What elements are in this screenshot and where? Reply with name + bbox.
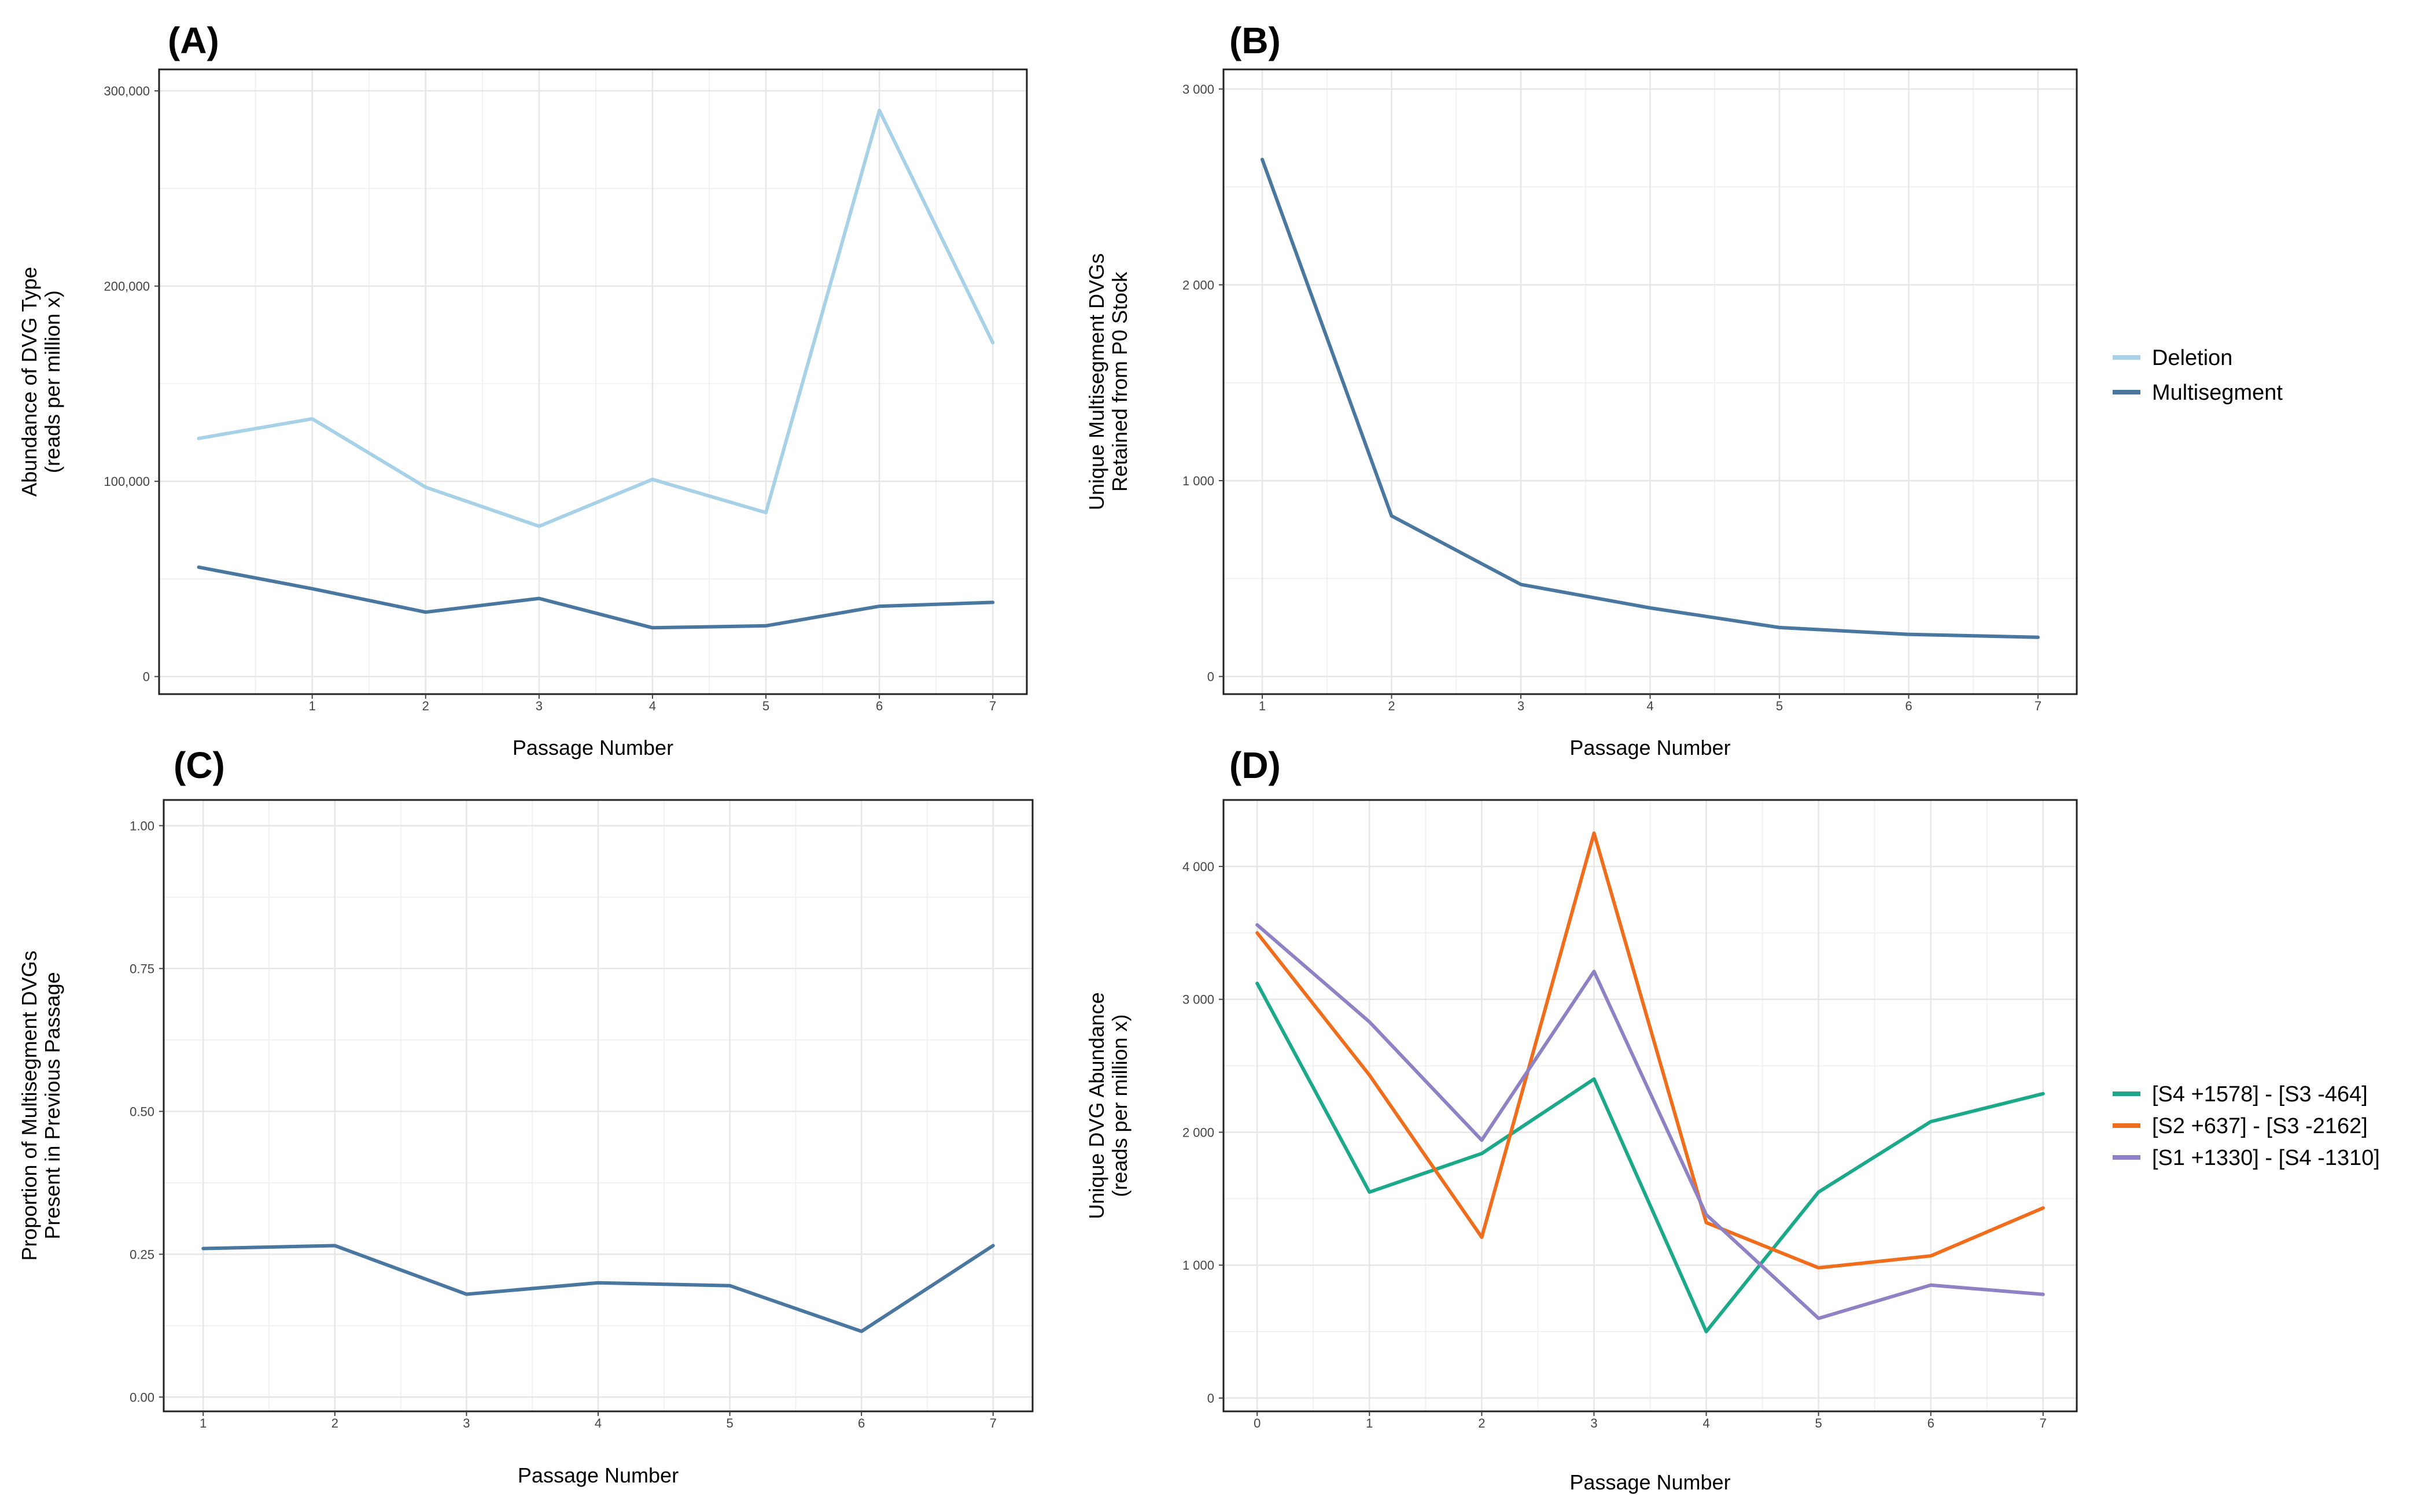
panel-label: (A)	[168, 20, 219, 61]
y-axis-title-line: Abundance of DVG Type	[17, 267, 41, 497]
y-tick-label: 0.75	[130, 961, 154, 976]
panel-b: (B) 1 2 3 4 5 6 7 0 1 000 2 000 3 000 Passage Number…	[1085, 20, 2078, 759]
x-tick-label: 6	[1905, 699, 1912, 713]
x-tick-label: 5	[726, 1416, 733, 1430]
y-axis-title: Abundance of DVG Type(reads per million …	[17, 267, 64, 497]
panel-label: (C)	[174, 744, 225, 786]
y-tick-label: 3 000	[1182, 993, 1214, 1007]
x-tick-label: 4	[1646, 699, 1653, 713]
series-line	[1255, 923, 2045, 1321]
panel-d: (D) 0 1 2 3 4 5 6 7 0 1 000 2 000 3 000 4 000 Passage …	[1085, 744, 2078, 1494]
x-tick-label: 5	[1776, 699, 1783, 713]
y-axis-title-line: (reads per million x)	[40, 290, 64, 473]
y-tick-label: 100,000	[104, 474, 150, 489]
legend-label: [S1 +1330] - [S4 -1310]	[2152, 1146, 2380, 1170]
x-tick-label: 5	[1815, 1416, 1822, 1430]
y-tick-label: 0	[1207, 1391, 1214, 1406]
x-tick-label: 7	[2040, 1416, 2047, 1430]
x-tick-label: 4	[595, 1416, 602, 1430]
y-axis-title-line: (reads per million x)	[1108, 1014, 1132, 1197]
x-tick-label: 6	[1928, 1416, 1934, 1430]
grid	[164, 800, 1033, 1411]
series-line	[1255, 982, 2045, 1334]
x-tick-label: 1	[309, 699, 316, 713]
x-tick-label: 2	[1478, 1416, 1485, 1430]
x-tick-label: 3	[536, 699, 543, 713]
series-line	[197, 108, 995, 528]
x-tick-label: 6	[876, 699, 883, 713]
y-tick-label: 0	[143, 670, 150, 684]
y-tick-label: 200,000	[104, 279, 150, 294]
plot-border	[1222, 799, 2078, 1413]
legend-label: Multisegment	[2152, 381, 2283, 405]
y-axis-title-line: Retained from P0 Stock	[1108, 271, 1132, 492]
x-tick-label: 1	[200, 1416, 207, 1430]
panel-a: (A) 1 2 3 4 5 6 7 0 100,000 200,000 300,000 Passage …	[17, 20, 1028, 759]
x-axis-title: Passage Number	[1569, 1470, 1730, 1494]
x-tick-label: 2	[1388, 699, 1395, 713]
y-tick-label: 0	[1207, 670, 1214, 684]
x-tick-label: 1	[1259, 699, 1266, 713]
x-tick-label: 6	[858, 1416, 865, 1430]
x-tick-label: 2	[422, 699, 429, 713]
grid	[1223, 69, 2077, 694]
y-tick-label: 4 000	[1182, 860, 1214, 874]
y-axis-title: Unique DVG Abundance(reads per million x…	[1085, 992, 1132, 1219]
x-tick-label: 3	[1590, 1416, 1597, 1430]
x-tick-label: 2	[331, 1416, 338, 1430]
series-line	[1255, 831, 2045, 1270]
x-tick-label: 0	[1254, 1416, 1261, 1430]
x-tick-label: 1	[1366, 1416, 1373, 1430]
series-line	[197, 565, 995, 630]
x-axis-title: Passage Number	[513, 736, 673, 759]
panel-label: (B)	[1229, 20, 1281, 61]
y-tick-label: 300,000	[104, 84, 150, 98]
y-axis-title-line: Unique DVG Abundance	[1085, 992, 1108, 1219]
x-tick-label: 7	[2035, 699, 2041, 713]
y-axis-title-line: Proportion of Multisegment DVGs	[17, 950, 41, 1260]
y-tick-label: 0.00	[130, 1390, 154, 1404]
legend-label: [S4 +1578] - [S3 -464]	[2152, 1082, 2368, 1107]
legend-label: Deletion	[2152, 346, 2232, 370]
y-tick-label: 3 000	[1182, 82, 1214, 97]
y-tick-label: 0.25	[130, 1247, 154, 1262]
x-tick-label: 4	[1702, 1416, 1709, 1430]
y-tick-label: 1 000	[1182, 474, 1214, 488]
x-tick-label: 7	[990, 1416, 997, 1430]
x-axis-title: Passage Number	[518, 1463, 679, 1487]
x-tick-label: 5	[762, 699, 769, 713]
x-tick-label: 3	[1517, 699, 1524, 713]
x-tick-label: 3	[463, 1416, 470, 1430]
plot-border	[158, 68, 1028, 695]
y-tick-label: 2 000	[1182, 1125, 1214, 1139]
panel-c: (C) 1 2 3 4 5 6 7 0.00 0.25 0.50 0.75 1.00 Passage Nu…	[17, 744, 1034, 1487]
panel-label: (D)	[1229, 744, 1281, 786]
y-axis-title: Proportion of Multisegment DVGsPresent i…	[17, 950, 64, 1260]
series-line	[1261, 157, 2040, 639]
y-axis-title-line: Unique Multisegment DVGs	[1085, 253, 1108, 510]
legend-1: Deletion Multisegment	[2113, 346, 2283, 405]
y-tick-label: 1 000	[1182, 1258, 1214, 1273]
legend-2: [S4 +1578] - [S3 -464] [S2 +637] - [S3 -2…	[2113, 1082, 2380, 1170]
y-tick-label: 1.00	[130, 818, 154, 833]
y-axis-title-line: Present in Previous Passage	[40, 972, 64, 1239]
series-line	[201, 1244, 995, 1333]
legend-label: [S2 +637] - [S3 -2162]	[2152, 1114, 2368, 1138]
y-axis-title: Unique Multisegment DVGsRetained from P0…	[1085, 253, 1132, 510]
y-tick-label: 0.50	[130, 1104, 154, 1119]
x-tick-label: 7	[989, 699, 996, 713]
x-axis-title: Passage Number	[1569, 736, 1730, 759]
y-tick-label: 2 000	[1182, 278, 1214, 292]
x-tick-label: 4	[649, 699, 656, 713]
grid	[1223, 800, 2077, 1411]
grid	[159, 69, 1027, 694]
